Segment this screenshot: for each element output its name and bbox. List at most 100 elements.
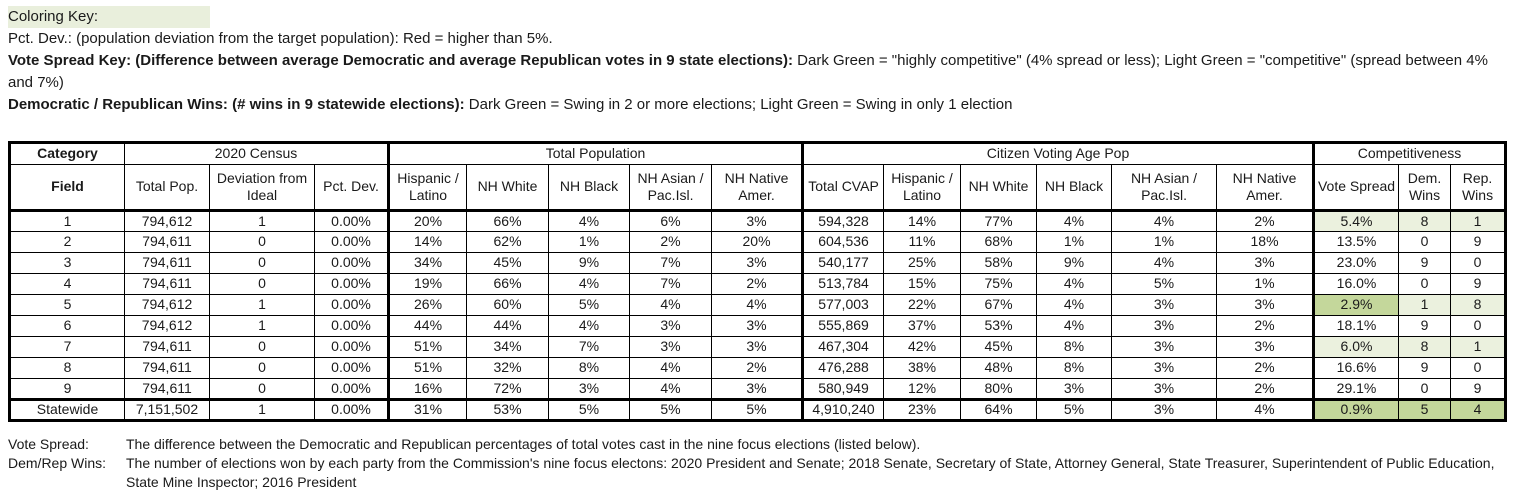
field-header-rep-wins: Rep. Wins	[1450, 164, 1507, 212]
cell-nh-white: 66%	[466, 273, 550, 295]
cell-nh-native-amer: 5%	[711, 398, 804, 421]
cell-total-cvap: 467,304	[801, 336, 885, 358]
cell-vote-spread: 5.4%	[1312, 210, 1400, 232]
cell-nh-black: 8%	[1036, 357, 1113, 379]
cell-nh-asian-pac-isl: 3%	[1111, 378, 1218, 400]
cell-rep-wins: 0	[1450, 357, 1507, 379]
cell-rep-wins: 9	[1450, 273, 1507, 295]
cell-hispanic-latino: 16%	[387, 378, 468, 400]
cell-total-pop: 794,611	[124, 252, 210, 274]
cell-hispanic-latino: 34%	[387, 252, 468, 274]
cell-total-cvap: 476,288	[801, 357, 885, 379]
cell-nh-native-amer: 3%	[711, 336, 804, 358]
cell-deviation-from-ideal: 1	[209, 210, 315, 232]
cell-nh-native-amer: 4%	[1216, 398, 1315, 421]
cell-pct-dev: 0.00%	[313, 336, 390, 358]
cell-nh-black: 9%	[548, 252, 631, 274]
row-label-9: 9	[9, 378, 125, 400]
cell-dem-wins: 8	[1398, 210, 1452, 232]
cell-nh-black: 5%	[548, 294, 631, 316]
field-header-pct-dev: Pct. Dev.	[313, 164, 390, 212]
cell-rep-wins: 0	[1450, 315, 1507, 337]
cell-nh-native-amer: 3%	[1216, 294, 1315, 316]
cell-hispanic-latino: 11%	[883, 231, 962, 253]
cell-dem-wins: 0	[1398, 231, 1452, 253]
cell-nh-asian-pac-isl: 3%	[1111, 357, 1218, 379]
cell-deviation-from-ideal: 1	[209, 398, 315, 421]
footnote-dem-rep-wins-label: Dem/Rep Wins:	[8, 455, 107, 471]
row-label-3: 3	[9, 252, 125, 274]
cell-nh-white: 77%	[960, 210, 1038, 232]
row-label-statewide: Statewide	[9, 398, 125, 421]
cell-nh-asian-pac-isl: 3%	[629, 315, 713, 337]
field-header-hispanic-latino: Hispanic / Latino	[883, 164, 962, 212]
field-header-hispanic-latino: Hispanic / Latino	[387, 164, 468, 212]
cell-hispanic-latino: 19%	[387, 273, 468, 295]
group-header-competitiveness: Competitiveness	[1312, 142, 1507, 165]
cell-dem-wins: 9	[1398, 315, 1452, 337]
cell-hispanic-latino: 37%	[883, 315, 962, 337]
cell-deviation-from-ideal: 0	[209, 231, 315, 253]
cell-nh-black: 7%	[548, 336, 631, 358]
cell-nh-black: 8%	[548, 357, 631, 379]
cell-nh-asian-pac-isl: 4%	[629, 357, 713, 379]
cell-total-pop: 7,151,502	[124, 398, 210, 421]
cell-nh-white: 34%	[466, 336, 550, 358]
cell-hispanic-latino: 12%	[883, 378, 962, 400]
cell-rep-wins: 1	[1450, 210, 1507, 232]
cell-nh-asian-pac-isl: 7%	[629, 252, 713, 274]
cell-vote-spread: 16.0%	[1312, 273, 1400, 295]
cell-deviation-from-ideal: 1	[209, 315, 315, 337]
cell-nh-asian-pac-isl: 4%	[1111, 252, 1218, 274]
cell-hispanic-latino: 42%	[883, 336, 962, 358]
field-header-deviation-from-ideal: Deviation from Ideal	[209, 164, 315, 212]
vote-spread-key-line: Vote Spread Key: (Difference between ave…	[8, 50, 1510, 94]
cell-nh-white: 72%	[466, 378, 550, 400]
cell-nh-asian-pac-isl: 4%	[629, 378, 713, 400]
cell-nh-native-amer: 3%	[711, 378, 804, 400]
pct-dev-key-text: Pct. Dev.: (population deviation from th…	[8, 30, 553, 47]
cell-nh-black: 4%	[1036, 273, 1113, 295]
cell-deviation-from-ideal: 0	[209, 273, 315, 295]
cell-rep-wins: 9	[1450, 231, 1507, 253]
table-row-6: 6 794,612 1 0.00% 44% 44% 4% 3% 3% 555,869 37% 53% 4…	[9, 315, 1507, 337]
cell-vote-spread: 29.1%	[1312, 378, 1400, 400]
field-header-nh-black: NH Black	[548, 164, 631, 212]
cell-hispanic-latino: 20%	[387, 210, 468, 232]
cell-nh-asian-pac-isl: 3%	[1111, 398, 1218, 421]
cell-nh-white: 44%	[466, 315, 550, 337]
cell-nh-asian-pac-isl: 4%	[1111, 210, 1218, 232]
table-row-1: 1 794,612 1 0.00% 20% 66% 4% 6% 3% 594,328 14% 77% 4…	[9, 210, 1507, 232]
group-header-2020-census: 2020 Census	[123, 142, 390, 165]
cell-nh-native-amer: 4%	[711, 294, 804, 316]
cell-nh-asian-pac-isl: 4%	[629, 294, 713, 316]
cell-nh-native-amer: 2%	[1216, 210, 1315, 232]
coloring-key-title-line: Coloring Key:	[8, 6, 1510, 28]
field-header-nh-black: NH Black	[1036, 164, 1113, 212]
field-header-total-cvap: Total CVAP	[801, 164, 885, 212]
cell-nh-white: 58%	[960, 252, 1038, 274]
cell-nh-white: 62%	[466, 231, 550, 253]
field-header-total-pop: Total Pop.	[124, 164, 210, 212]
cell-deviation-from-ideal: 0	[209, 357, 315, 379]
cell-deviation-from-ideal: 0	[209, 252, 315, 274]
table-row-statewide: Statewide 7,151,502 1 0.00% 31% 53% 5% 5% 5% 4,91…	[9, 398, 1507, 421]
cell-nh-black: 4%	[1036, 315, 1113, 337]
vote-spread-key-label: Vote Spread Key: (Difference between ave…	[8, 52, 793, 69]
cell-pct-dev: 0.00%	[313, 357, 390, 379]
cell-nh-black: 3%	[548, 378, 631, 400]
cell-nh-native-amer: 2%	[711, 273, 804, 295]
cell-nh-native-amer: 2%	[1216, 378, 1315, 400]
cell-nh-asian-pac-isl: 3%	[1111, 294, 1218, 316]
field-header-nh-asian-pac-isl: NH Asian / Pac.Isl.	[629, 164, 713, 212]
cell-total-pop: 794,612	[124, 294, 210, 316]
cell-total-pop: 794,612	[124, 315, 210, 337]
cell-vote-spread: 0.9%	[1312, 398, 1400, 421]
cell-nh-asian-pac-isl: 3%	[1111, 336, 1218, 358]
cell-nh-white: 32%	[466, 357, 550, 379]
cell-nh-black: 4%	[548, 210, 631, 232]
cell-dem-wins: 9	[1398, 357, 1452, 379]
cell-nh-asian-pac-isl: 1%	[1111, 231, 1218, 253]
table-body: 1 794,612 1 0.00% 20% 66% 4% 6% 3% 594,328 14% 77% 4…	[9, 210, 1507, 421]
footnote-vote-spread-label: Vote Spread:	[8, 436, 89, 452]
